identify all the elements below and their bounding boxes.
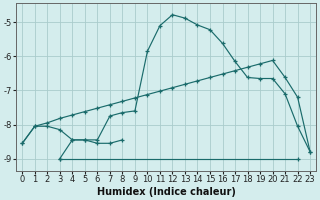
X-axis label: Humidex (Indice chaleur): Humidex (Indice chaleur) xyxy=(97,187,236,197)
